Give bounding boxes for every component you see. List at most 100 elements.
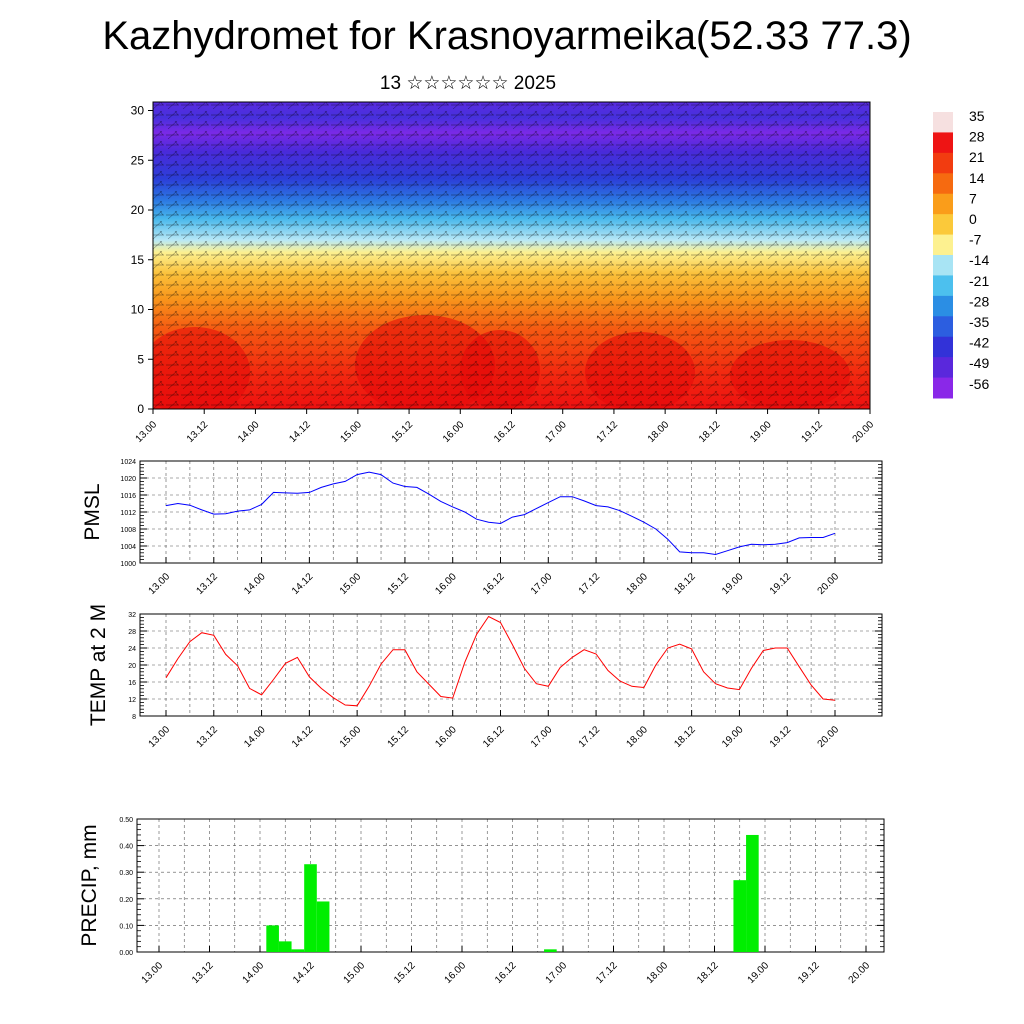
x-tick-label: 15.00 [339, 419, 365, 445]
x-tick-label: 18.00 [625, 571, 651, 597]
x-tick-label: 14.12 [287, 419, 313, 445]
colorbar-segment [933, 357, 953, 379]
x-tick-label: 19.12 [768, 724, 794, 750]
x-tick-label: 17.00 [529, 571, 555, 597]
colorbar-segment [933, 255, 953, 276]
y-tick-label: 0 [137, 402, 144, 416]
pmsl-panel: 1000 1004 1008 1012 1016 1020 1024 13.00 13.12 14… [81, 459, 883, 597]
y-axis-title: TEMP at 2 M [87, 604, 110, 726]
x-tick-label: 14.00 [242, 571, 268, 597]
precip-bar [304, 864, 317, 952]
y-tick-label: 1016 [120, 493, 136, 500]
x-tick-label: 15.00 [342, 960, 368, 986]
y-tick-label: 20 [128, 663, 136, 670]
x-tick-label: 13.00 [134, 419, 160, 445]
x-tick-label: 16.12 [492, 419, 518, 445]
x-tick-label: 13.00 [140, 960, 166, 986]
x-tick-label: 16.12 [481, 571, 507, 597]
y-tick-label: 0.30 [119, 870, 133, 877]
colorbar-label: -49 [969, 355, 989, 371]
y-tick-label: 5 [137, 352, 144, 366]
series-line [165, 471, 836, 556]
x-tick-label: 18.12 [697, 419, 723, 445]
x-tick-label: 14.00 [236, 419, 262, 445]
precip-bar [733, 880, 747, 952]
precip-bar [544, 949, 557, 952]
series-line [165, 615, 836, 707]
x-tick-label: 17.12 [577, 724, 603, 750]
y-tick-label: 1024 [120, 459, 136, 466]
precip-bar [316, 901, 330, 952]
x-tick-label: 13.12 [194, 571, 220, 597]
chart-subtitle: 13 ☆☆☆☆☆☆ 2025 [379, 73, 557, 94]
x-tick-label: 18.12 [695, 960, 721, 986]
colorbar-label: 14 [969, 170, 985, 186]
colorbar-segment [933, 377, 953, 399]
x-tick-label: 13.00 [147, 571, 173, 597]
y-tick-label: 1012 [120, 510, 136, 517]
y-axis-title: PRECIP, mm [78, 824, 101, 946]
x-tick-label: 18.12 [672, 571, 698, 597]
x-tick-label: 20.00 [816, 724, 842, 750]
x-tick-label: 15.12 [392, 960, 418, 986]
x-tick-label: 15.12 [390, 419, 416, 445]
colorbar-segment [933, 234, 953, 256]
x-tick-label: 13.12 [194, 724, 220, 750]
x-tick-label: 18.00 [645, 960, 671, 986]
precip-bar [746, 834, 759, 952]
colorbar-segment [933, 193, 953, 215]
x-tick-label: 17.00 [544, 960, 570, 986]
colorbar-label: 7 [969, 190, 977, 206]
x-tick-label: 20.00 [847, 960, 873, 986]
x-tick-label: 14.12 [291, 960, 317, 986]
x-tick-label: 19.12 [799, 419, 825, 445]
colorbar-segment [933, 112, 953, 133]
colorbar-segment [933, 214, 953, 236]
x-tick-label: 17.12 [594, 960, 620, 986]
x-tick-label: 16.00 [433, 724, 459, 750]
y-tick-label: 24 [128, 646, 136, 653]
colorbar: 35 28 21 14 7 0 -7 -14 -21 -28 -35 -42 -49 -56 [933, 108, 989, 399]
colorbar-label: 0 [969, 211, 977, 227]
x-tick-label: 13.12 [185, 419, 211, 445]
y-tick-label: 1004 [120, 544, 136, 551]
colorbar-label: -28 [969, 293, 989, 309]
panel-frame [136, 818, 885, 953]
chart-title: Kazhydromet for Krasnoyarmeika(52.33 77.… [102, 14, 912, 58]
y-tick-label: 0.10 [119, 923, 133, 930]
y-tick-label: 1020 [120, 476, 136, 483]
colorbar-segment [933, 316, 953, 338]
x-tick-label: 19.12 [768, 571, 794, 597]
precip-panel: 0.00 0.10 0.20 0.30 0.40 0.50 13.00 13.12 14.00 1… [78, 817, 885, 986]
y-tick-label: 10 [131, 303, 145, 317]
colorbar-segment [933, 336, 953, 358]
precip-bar [266, 925, 279, 952]
x-tick-label: 16.12 [481, 724, 507, 750]
x-tick-label: 15.12 [386, 724, 412, 750]
x-tick-label: 14.12 [290, 571, 316, 597]
y-tick-label: 16 [128, 680, 136, 687]
x-tick-label: 19.12 [796, 960, 822, 986]
x-tick-label: 18.12 [672, 724, 698, 750]
y-tick-label: 32 [128, 612, 136, 619]
colorbar-label: 28 [969, 129, 985, 145]
colorbar-label: -7 [969, 232, 982, 248]
x-tick-label: 15.00 [338, 724, 364, 750]
y-tick-label: 30 [131, 104, 145, 118]
x-tick-label: 14.00 [241, 960, 267, 986]
y-tick-label: 1000 [120, 561, 136, 568]
y-tick-label: 0.40 [119, 844, 133, 851]
precip-bar [291, 949, 305, 952]
y-tick-label: 20 [131, 203, 145, 217]
y-tick-label: 0.00 [119, 950, 133, 957]
y-tick-label: 25 [131, 153, 145, 167]
x-tick-label: 13.12 [190, 960, 216, 986]
x-tick-label: 17.00 [529, 724, 555, 750]
temperature-wind-section [153, 102, 870, 409]
x-tick-label: 16.00 [433, 571, 459, 597]
colorbar-label: -35 [969, 314, 989, 330]
colorbar-label: 35 [969, 108, 985, 124]
x-tick-label: 15.00 [338, 571, 364, 597]
x-tick-label: 16.00 [443, 960, 469, 986]
x-tick-label: 20.00 [816, 571, 842, 597]
